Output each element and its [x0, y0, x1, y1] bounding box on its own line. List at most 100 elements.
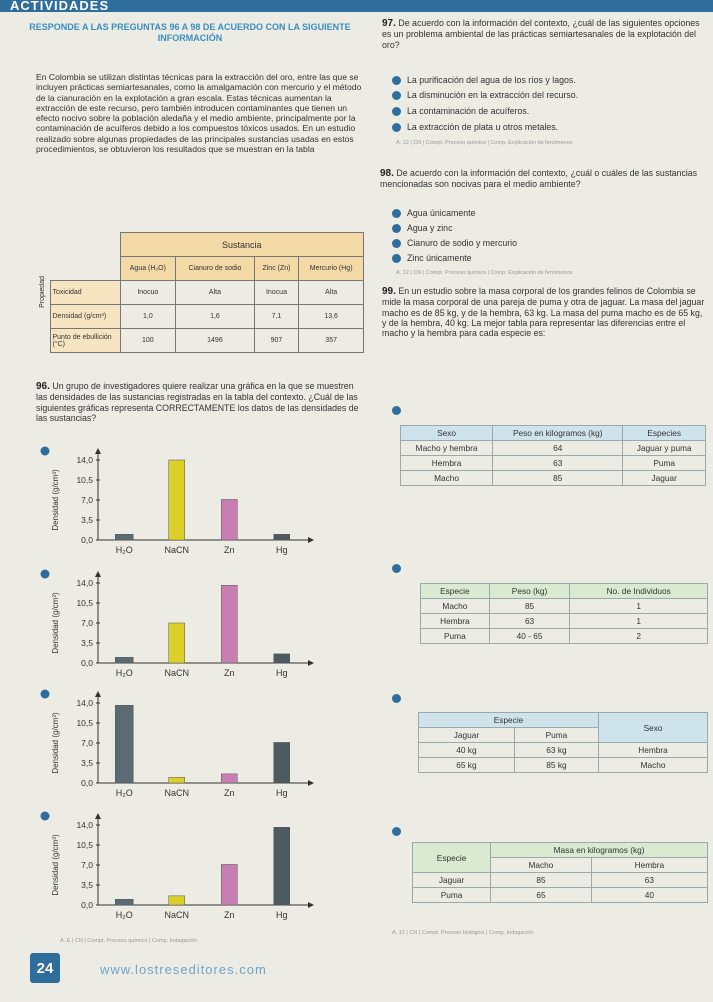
x-tick-label: H₂O [116, 545, 133, 555]
option-bullet-icon [392, 107, 401, 116]
option-bullet-icon [392, 254, 401, 263]
table-row: Hembra 63 1 [420, 613, 708, 629]
col-header: Cianuro de sodio [175, 256, 255, 281]
bar-ho [115, 534, 134, 541]
q98-option-a[interactable]: Agua únicamente [392, 208, 475, 218]
x-tick-label: Zn [224, 545, 235, 555]
table-row: Macho 85 1 [420, 598, 708, 614]
x-tick-label: Hg [276, 545, 288, 555]
bar-nacn [168, 777, 185, 784]
y-tick-label: 0,0 [81, 900, 93, 910]
axis-arrow-icon [95, 448, 101, 454]
q98-option-b[interactable]: Agua y zinc [392, 223, 452, 233]
option-bullet-icon [40, 811, 50, 821]
y-tick-label: 14,0 [76, 578, 93, 588]
bar-ho [115, 657, 134, 664]
x-tick-label: Hg [276, 788, 288, 798]
q98-option-c[interactable]: Cianuro de sodio y mercurio [392, 238, 517, 248]
bar-hg [273, 534, 290, 541]
y-tick-label: 3,5 [81, 515, 93, 525]
x-tick-label: NaCN [164, 668, 189, 678]
q96-meta: A. E | CN | Compt. Proceso químico | Com… [60, 938, 197, 944]
y-tick-label: 3,5 [81, 880, 93, 890]
q97-option-b[interactable]: La disminución en la extracción del recu… [392, 90, 578, 100]
y-tick-label: 7,0 [81, 495, 93, 505]
y-tick-label: 7,0 [81, 738, 93, 748]
q97-text: De acuerdo con la información del contex… [382, 18, 700, 50]
side-label: Propiedad [39, 275, 47, 308]
col-header: Zinc (Zn) [253, 256, 300, 281]
bar-nacn [168, 895, 185, 906]
table-row: Punto de ebullición (°C) 100 1496 907 35… [36, 328, 364, 353]
bar-ho [115, 705, 134, 784]
option-bullet-icon [40, 569, 50, 579]
table-row: 40 kg 63 kg Hembra [418, 742, 708, 758]
y-tick-label: 0,0 [81, 535, 93, 545]
q97-option-c[interactable]: La contaminación de acuíferos. [392, 106, 529, 116]
q96-text: Un grupo de investigadores quiere realiz… [36, 381, 359, 423]
col-header: Mercurio (Hg) [298, 256, 364, 281]
q97-meta: A. 12 | CN | Compt. Proceso químico | Co… [396, 140, 573, 146]
q99-table-c[interactable]: Especie Sexo Jaguar Puma 40 kg 63 kg Hembra … [417, 712, 708, 773]
group-header: Sustancia [119, 232, 364, 257]
q97-option-a[interactable]: La purificación del agua de los ríos y l… [392, 75, 576, 85]
bar-ho [115, 899, 134, 906]
y-axis-label: Densidad (g/cm³) [51, 469, 60, 531]
section-header: RESPONDE A LAS PREGUNTAS 96 A 98 DE ACUE… [29, 22, 351, 43]
x-tick-label: Hg [276, 668, 288, 678]
axis-arrow-icon [95, 813, 101, 819]
y-tick-label: 7,0 [81, 618, 93, 628]
chart-option-a[interactable]: Densidad (g/cm³) 14,0 10,5 7,0 3,5 0,0 H₂O NaCN… [40, 445, 330, 565]
x-tick-label: Zn [224, 788, 235, 798]
y-tick-label: 10,5 [76, 475, 93, 485]
option-bullet-icon [392, 123, 401, 132]
option-bullet-icon [392, 76, 401, 85]
bar-zn [221, 499, 238, 541]
option-bullet-icon [40, 689, 50, 699]
option-bullet-icon [40, 446, 50, 456]
y-tick-label: 10,5 [76, 598, 93, 608]
q97-option-d[interactable]: La extracción de plata u otros metales. [392, 122, 558, 132]
chart-option-d[interactable]: Densidad (g/cm³) 14,0 10,5 7,0 3,5 0,0 H₂O NaCN… [40, 810, 330, 935]
option-bullet-icon [392, 694, 401, 703]
y-tick-label: 10,5 [76, 840, 93, 850]
q98-meta: A. 12 | CN | Compt. Proceso químico | Co… [396, 270, 573, 276]
bar-hg [273, 653, 290, 664]
axis-arrow-icon [308, 537, 314, 543]
option-bullet-icon [392, 564, 401, 573]
table-row: 65 kg 85 kg Macho [418, 757, 708, 773]
publisher-site[interactable]: www.lostreseditores.com [100, 962, 267, 977]
bar-zn [221, 585, 238, 664]
density-table: Propiedad Sustancia Agua (H₂O) Cianuro d… [36, 232, 364, 353]
table-row: Jaguar 85 63 [411, 872, 709, 888]
x-tick-label: Zn [224, 668, 235, 678]
y-tick-label: 14,0 [76, 455, 93, 465]
q98-text: De acuerdo con la información del contex… [380, 168, 698, 190]
bar-hg [273, 827, 290, 906]
q99: 99. En un estudio sobre la masa corporal… [382, 286, 705, 339]
y-tick-label: 7,0 [81, 860, 93, 870]
option-bullet-icon [392, 209, 401, 218]
y-tick-label: 14,0 [76, 698, 93, 708]
bar-hg [273, 742, 290, 784]
q99-table-a[interactable]: Sexo Peso en kilogramos (kg) Especies Mach… [399, 425, 706, 486]
x-tick-label: H₂O [116, 788, 133, 798]
bar-zn [221, 773, 238, 784]
x-tick-label: H₂O [116, 910, 133, 920]
q99-table-b[interactable]: Especie Peso (kg) No. de Individuos Macho 8… [420, 583, 708, 644]
axis-arrow-icon [308, 780, 314, 786]
axis-arrow-icon [95, 691, 101, 697]
x-tick-label: H₂O [116, 668, 133, 678]
option-bullet-icon [392, 827, 401, 836]
option-bullet-icon [392, 224, 401, 233]
chart-option-c[interactable]: Densidad (g/cm³) 14,0 10,5 7,0 3,5 0,0 H₂O NaCN… [40, 688, 330, 808]
axis-arrow-icon [95, 571, 101, 577]
q98-option-d[interactable]: Zinc únicamente [392, 253, 472, 263]
intro-text: En Colombia se utilizan distintas técnic… [36, 72, 362, 155]
table-row: Puma 65 40 [411, 887, 709, 903]
chart-option-b[interactable]: Densidad (g/cm³) 14,0 10,5 7,0 3,5 0,0 H₂O NaCN… [40, 568, 330, 688]
q96: 96. Un grupo de investigadores quiere re… [36, 381, 359, 423]
x-tick-label: Zn [224, 910, 235, 920]
table-row: Puma 40 - 65 2 [420, 628, 708, 644]
q99-table-d[interactable]: Especie Masa en kilogramos (kg) Macho Hemb… [411, 842, 709, 903]
